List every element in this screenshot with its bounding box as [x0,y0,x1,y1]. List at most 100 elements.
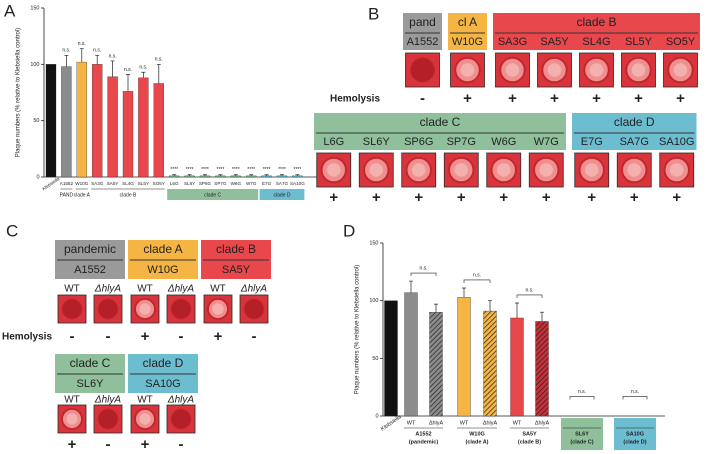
y-tick-label: 100 [369,298,378,304]
colony [669,163,684,177]
genotype: ΔhlyA [94,284,121,295]
significance: n.s. [139,65,147,71]
x-tick-label: ΔhlyA [429,420,444,426]
strain-name: W10G [147,264,178,276]
group-name: clade A [143,242,182,256]
hemolysis-result: + [463,90,472,107]
group-label: SL6Y [575,431,589,437]
colony [61,298,83,320]
x-tick-label: W7G [246,181,257,186]
hemolysis-result: + [414,189,423,206]
x-tick-label: WT [513,420,522,426]
group-name: clade B [576,15,616,29]
bar [292,175,303,178]
hemolysis-label: Hemolysis [330,94,380,105]
y-axis-label: Plaque numbers (% relative to Klebsiella… [16,28,22,157]
bar [184,175,195,178]
colony [369,163,384,177]
colony [460,63,475,77]
bar [429,312,443,417]
bar [384,300,398,417]
genotype: ΔhlyA [94,395,121,406]
group-label: A1552 [415,431,431,437]
colony [627,163,642,177]
colony [584,163,599,177]
comparison-bracket [463,279,491,283]
strain-name: L6G [323,136,344,148]
strain-name: SL6Y [77,378,105,390]
group-note: (clade B) [518,439,541,445]
group-name: cl A [458,15,477,29]
bar [61,66,72,178]
bar [404,292,418,417]
group-header [572,113,697,150]
group-header [448,13,487,50]
bar [107,76,118,178]
error-bar [218,174,223,176]
bar [122,91,134,178]
hemolysis-result: + [214,328,223,345]
significance: n.s. [93,48,101,54]
hemolysis-label: Hemolysis [2,332,52,343]
group-label: PAND [60,192,74,198]
y-axis-label: Plaque numbers (% relative to Klebsiella… [355,265,361,394]
x-tick-label: SL5Y [138,181,149,186]
genotype: WT [64,395,80,406]
colony [496,163,511,177]
error-bar [156,63,161,84]
colony [505,63,520,77]
error-bar [540,311,544,322]
strain-name: SA10G [659,136,694,148]
error-bar [434,303,438,313]
y-tick-label: 0 [36,174,39,180]
strain-name: SP6G [404,136,433,148]
panel-letter: B [368,4,379,23]
panel-letter: D [343,221,355,240]
group-box [614,418,656,450]
x-tick-label: Klebsiella [41,176,60,192]
panel-letter: C [6,221,18,240]
significance: n.s. [124,67,132,73]
hemolysis-result: + [542,189,551,206]
bar [169,175,180,178]
colony [97,408,119,430]
error-bar [64,54,69,67]
significance: **** [201,167,209,173]
significance: **** [186,167,194,173]
group-name: clade D [614,115,655,129]
error-bar [79,48,84,63]
genotype: ΔhlyA [167,395,194,406]
colony [409,57,436,83]
hemolysis-result: + [634,90,643,107]
hemolysis-result: + [550,90,559,107]
y-tick-label: 150 [30,5,39,11]
group-label: W10G [469,431,485,437]
group-note: (clade D) [623,439,646,445]
x-tick-label: SL4G [122,181,134,186]
panel-letter: A [4,1,16,20]
bar [138,77,149,178]
strain-name: SA5Y [222,264,251,276]
bar [276,175,288,178]
hemolysis-result: - [106,328,111,345]
hemolysis-result: - [179,436,184,453]
comparison-bracket [622,396,648,400]
hemolysis-result: + [676,90,685,107]
colony [170,298,192,320]
group-name: clade D [143,356,184,370]
significance: **** [263,167,271,173]
significance: **** [170,167,178,173]
bar [199,175,211,178]
bar [153,83,164,178]
hemolysis-result: + [508,90,517,107]
strain-name: W6G [491,136,516,148]
bar [230,175,241,178]
comparison-label: n.s. [419,265,427,271]
x-tick-label: SA5Y [107,181,119,186]
y-tick-label: 150 [369,240,378,246]
comparison-label: n.s. [473,272,481,278]
bar [45,64,57,178]
bar [535,321,549,417]
x-tick-label: SP6G [199,181,212,186]
error-bar [110,60,115,77]
